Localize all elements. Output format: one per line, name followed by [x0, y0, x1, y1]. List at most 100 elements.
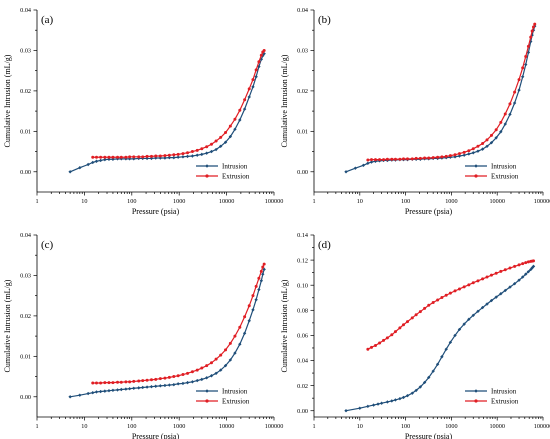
data-point	[526, 260, 530, 264]
data-point	[132, 386, 136, 390]
data-point	[251, 78, 255, 82]
data-point	[531, 25, 535, 29]
data-point	[209, 374, 214, 378]
data-point	[167, 153, 171, 157]
data-point	[485, 302, 489, 306]
data-point	[124, 380, 128, 384]
data-point	[520, 75, 525, 79]
data-point	[172, 382, 176, 387]
data-point	[186, 151, 190, 155]
data-point	[145, 378, 149, 382]
data-point	[224, 131, 228, 135]
data-point	[431, 369, 435, 373]
data-point	[257, 276, 261, 280]
data-point	[513, 90, 517, 94]
data-point	[467, 317, 471, 322]
data-point	[418, 310, 422, 314]
series-extrusion	[91, 262, 266, 385]
y-tick-label: 0.10	[297, 282, 308, 289]
data-point	[423, 306, 427, 310]
data-point	[529, 35, 533, 39]
data-point	[453, 289, 457, 293]
y-tick-label: 0.02	[297, 88, 308, 95]
data-point	[98, 389, 103, 394]
chart-panel-c: 1 10 100 1000 10000 100000 0.00 0.01 0.02 0.03 0.0…	[3, 232, 283, 439]
data-point	[366, 404, 370, 409]
data-point	[435, 362, 440, 366]
data-point	[393, 398, 398, 402]
y-tick-label: 0.04	[297, 358, 308, 365]
data-point	[371, 403, 376, 407]
legend-label: Intrusion	[222, 387, 248, 395]
data-point	[444, 293, 448, 297]
y-tick-label: 0.00	[20, 169, 31, 176]
legend: Intrusion Extrusion	[465, 387, 519, 405]
data-point	[119, 380, 123, 384]
x-tick-label: 1	[35, 423, 38, 430]
data-point	[145, 385, 149, 389]
legend-label: Extrusion	[491, 172, 519, 180]
data-point	[526, 50, 531, 55]
data-point	[524, 261, 528, 265]
data-point	[393, 330, 397, 334]
legend-marker	[474, 389, 478, 393]
data-point	[531, 264, 536, 269]
x-tick-label: 100000	[534, 198, 550, 205]
data-point	[103, 157, 107, 162]
legend-label: Intrusion	[222, 162, 248, 170]
data-point	[219, 135, 223, 139]
data-point	[410, 391, 414, 395]
data-point	[176, 374, 180, 378]
data-point	[422, 380, 427, 385]
legend-marker	[205, 174, 209, 178]
data-point	[251, 294, 255, 298]
data-point	[344, 170, 348, 174]
data-point	[145, 154, 149, 158]
data-point	[132, 155, 136, 159]
data-point	[436, 298, 440, 302]
data-point	[94, 155, 98, 159]
data-point	[366, 158, 370, 162]
data-point	[503, 122, 507, 126]
data-point	[78, 393, 82, 397]
x-tick-label: 1000	[445, 423, 457, 430]
data-point	[448, 291, 452, 295]
y-tick-label: 0.02	[297, 383, 308, 390]
data-point	[149, 384, 154, 389]
data-point	[530, 29, 534, 33]
data-point	[444, 154, 448, 158]
data-point	[508, 102, 512, 106]
data-point	[119, 387, 123, 392]
data-point	[378, 158, 382, 162]
data-point	[405, 393, 410, 398]
data-point	[499, 130, 503, 134]
data-point	[209, 361, 213, 365]
data-point	[116, 380, 120, 384]
data-point	[526, 269, 531, 274]
data-point	[214, 371, 218, 376]
data-point	[373, 158, 377, 162]
data-point	[476, 309, 480, 314]
data-point	[163, 383, 167, 388]
data-point	[111, 155, 115, 159]
chart-panel-d: 1 10 100 1000 10000 100000 0.00 0.02 0.04 0.06 0.0…	[280, 232, 550, 439]
data-point	[453, 153, 457, 157]
data-point	[390, 157, 394, 161]
data-point	[154, 154, 158, 158]
data-point	[99, 155, 103, 159]
y-tick-label: 0.01	[20, 129, 31, 136]
y-axis-title: Cumulative Intrusion (mL/g)	[3, 54, 12, 147]
y-tick-label: 0.08	[297, 308, 308, 315]
data-point	[379, 401, 384, 405]
data-point	[494, 136, 498, 140]
data-point	[91, 155, 95, 159]
data-point	[440, 296, 444, 300]
data-point	[369, 158, 373, 162]
data-point	[517, 88, 521, 92]
x-tick-label: 1000	[173, 198, 185, 205]
series-line-intrusion	[345, 26, 536, 173]
y-tick-label: 0.03	[20, 48, 31, 55]
x-tick-label: 10	[81, 423, 87, 430]
series-intrusion	[68, 267, 266, 399]
data-point	[494, 271, 498, 275]
